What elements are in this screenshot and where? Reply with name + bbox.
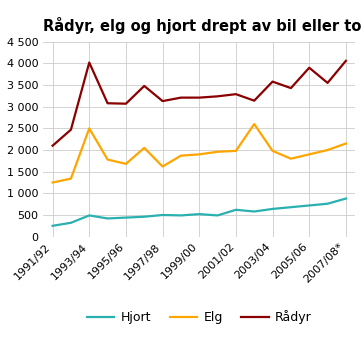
Elg xyxy=(105,157,110,161)
Elg xyxy=(270,149,275,153)
Elg xyxy=(307,152,311,157)
Rådyr xyxy=(50,144,55,148)
Rådyr xyxy=(179,96,183,100)
Rådyr xyxy=(105,101,110,105)
Elg xyxy=(160,164,165,168)
Elg xyxy=(142,146,146,150)
Hjort xyxy=(124,215,128,220)
Hjort xyxy=(289,205,293,209)
Rådyr xyxy=(197,96,201,100)
Line: Elg: Elg xyxy=(52,124,346,182)
Rådyr xyxy=(344,59,348,63)
Elg xyxy=(325,148,330,152)
Rådyr xyxy=(87,61,92,65)
Elg xyxy=(69,176,73,181)
Rådyr xyxy=(289,86,293,90)
Elg xyxy=(179,153,183,158)
Hjort xyxy=(160,213,165,217)
Hjort xyxy=(197,212,201,216)
Rådyr xyxy=(307,66,311,70)
Rådyr xyxy=(234,92,238,96)
Hjort xyxy=(50,224,55,228)
Hjort xyxy=(325,201,330,206)
Hjort xyxy=(234,208,238,212)
Line: Rådyr: Rådyr xyxy=(52,61,346,146)
Elg xyxy=(234,149,238,153)
Elg xyxy=(197,152,201,157)
Elg xyxy=(344,141,348,145)
Hjort xyxy=(307,203,311,207)
Legend: Hjort, Elg, Rådyr: Hjort, Elg, Rådyr xyxy=(81,305,317,329)
Hjort xyxy=(344,196,348,200)
Elg xyxy=(50,180,55,184)
Elg xyxy=(252,122,256,126)
Elg xyxy=(87,126,92,130)
Rådyr xyxy=(252,98,256,103)
Rådyr xyxy=(160,99,165,103)
Elg xyxy=(124,162,128,166)
Hjort xyxy=(252,209,256,214)
Rådyr xyxy=(270,79,275,84)
Elg xyxy=(289,157,293,161)
Elg xyxy=(215,150,220,154)
Hjort xyxy=(69,221,73,225)
Hjort xyxy=(270,207,275,211)
Hjort xyxy=(215,213,220,218)
Hjort xyxy=(142,215,146,219)
Line: Hjort: Hjort xyxy=(52,198,346,226)
Hjort xyxy=(87,213,92,218)
Rådyr xyxy=(124,102,128,106)
Text: Rådyr, elg og hjort drept av bil eller tog. 1990/91-2007/08*: Rådyr, elg og hjort drept av bil eller t… xyxy=(43,17,362,34)
Rådyr xyxy=(325,81,330,85)
Hjort xyxy=(105,216,110,221)
Rådyr xyxy=(142,84,146,88)
Rådyr xyxy=(69,128,73,132)
Rådyr xyxy=(215,94,220,98)
Hjort xyxy=(179,213,183,218)
